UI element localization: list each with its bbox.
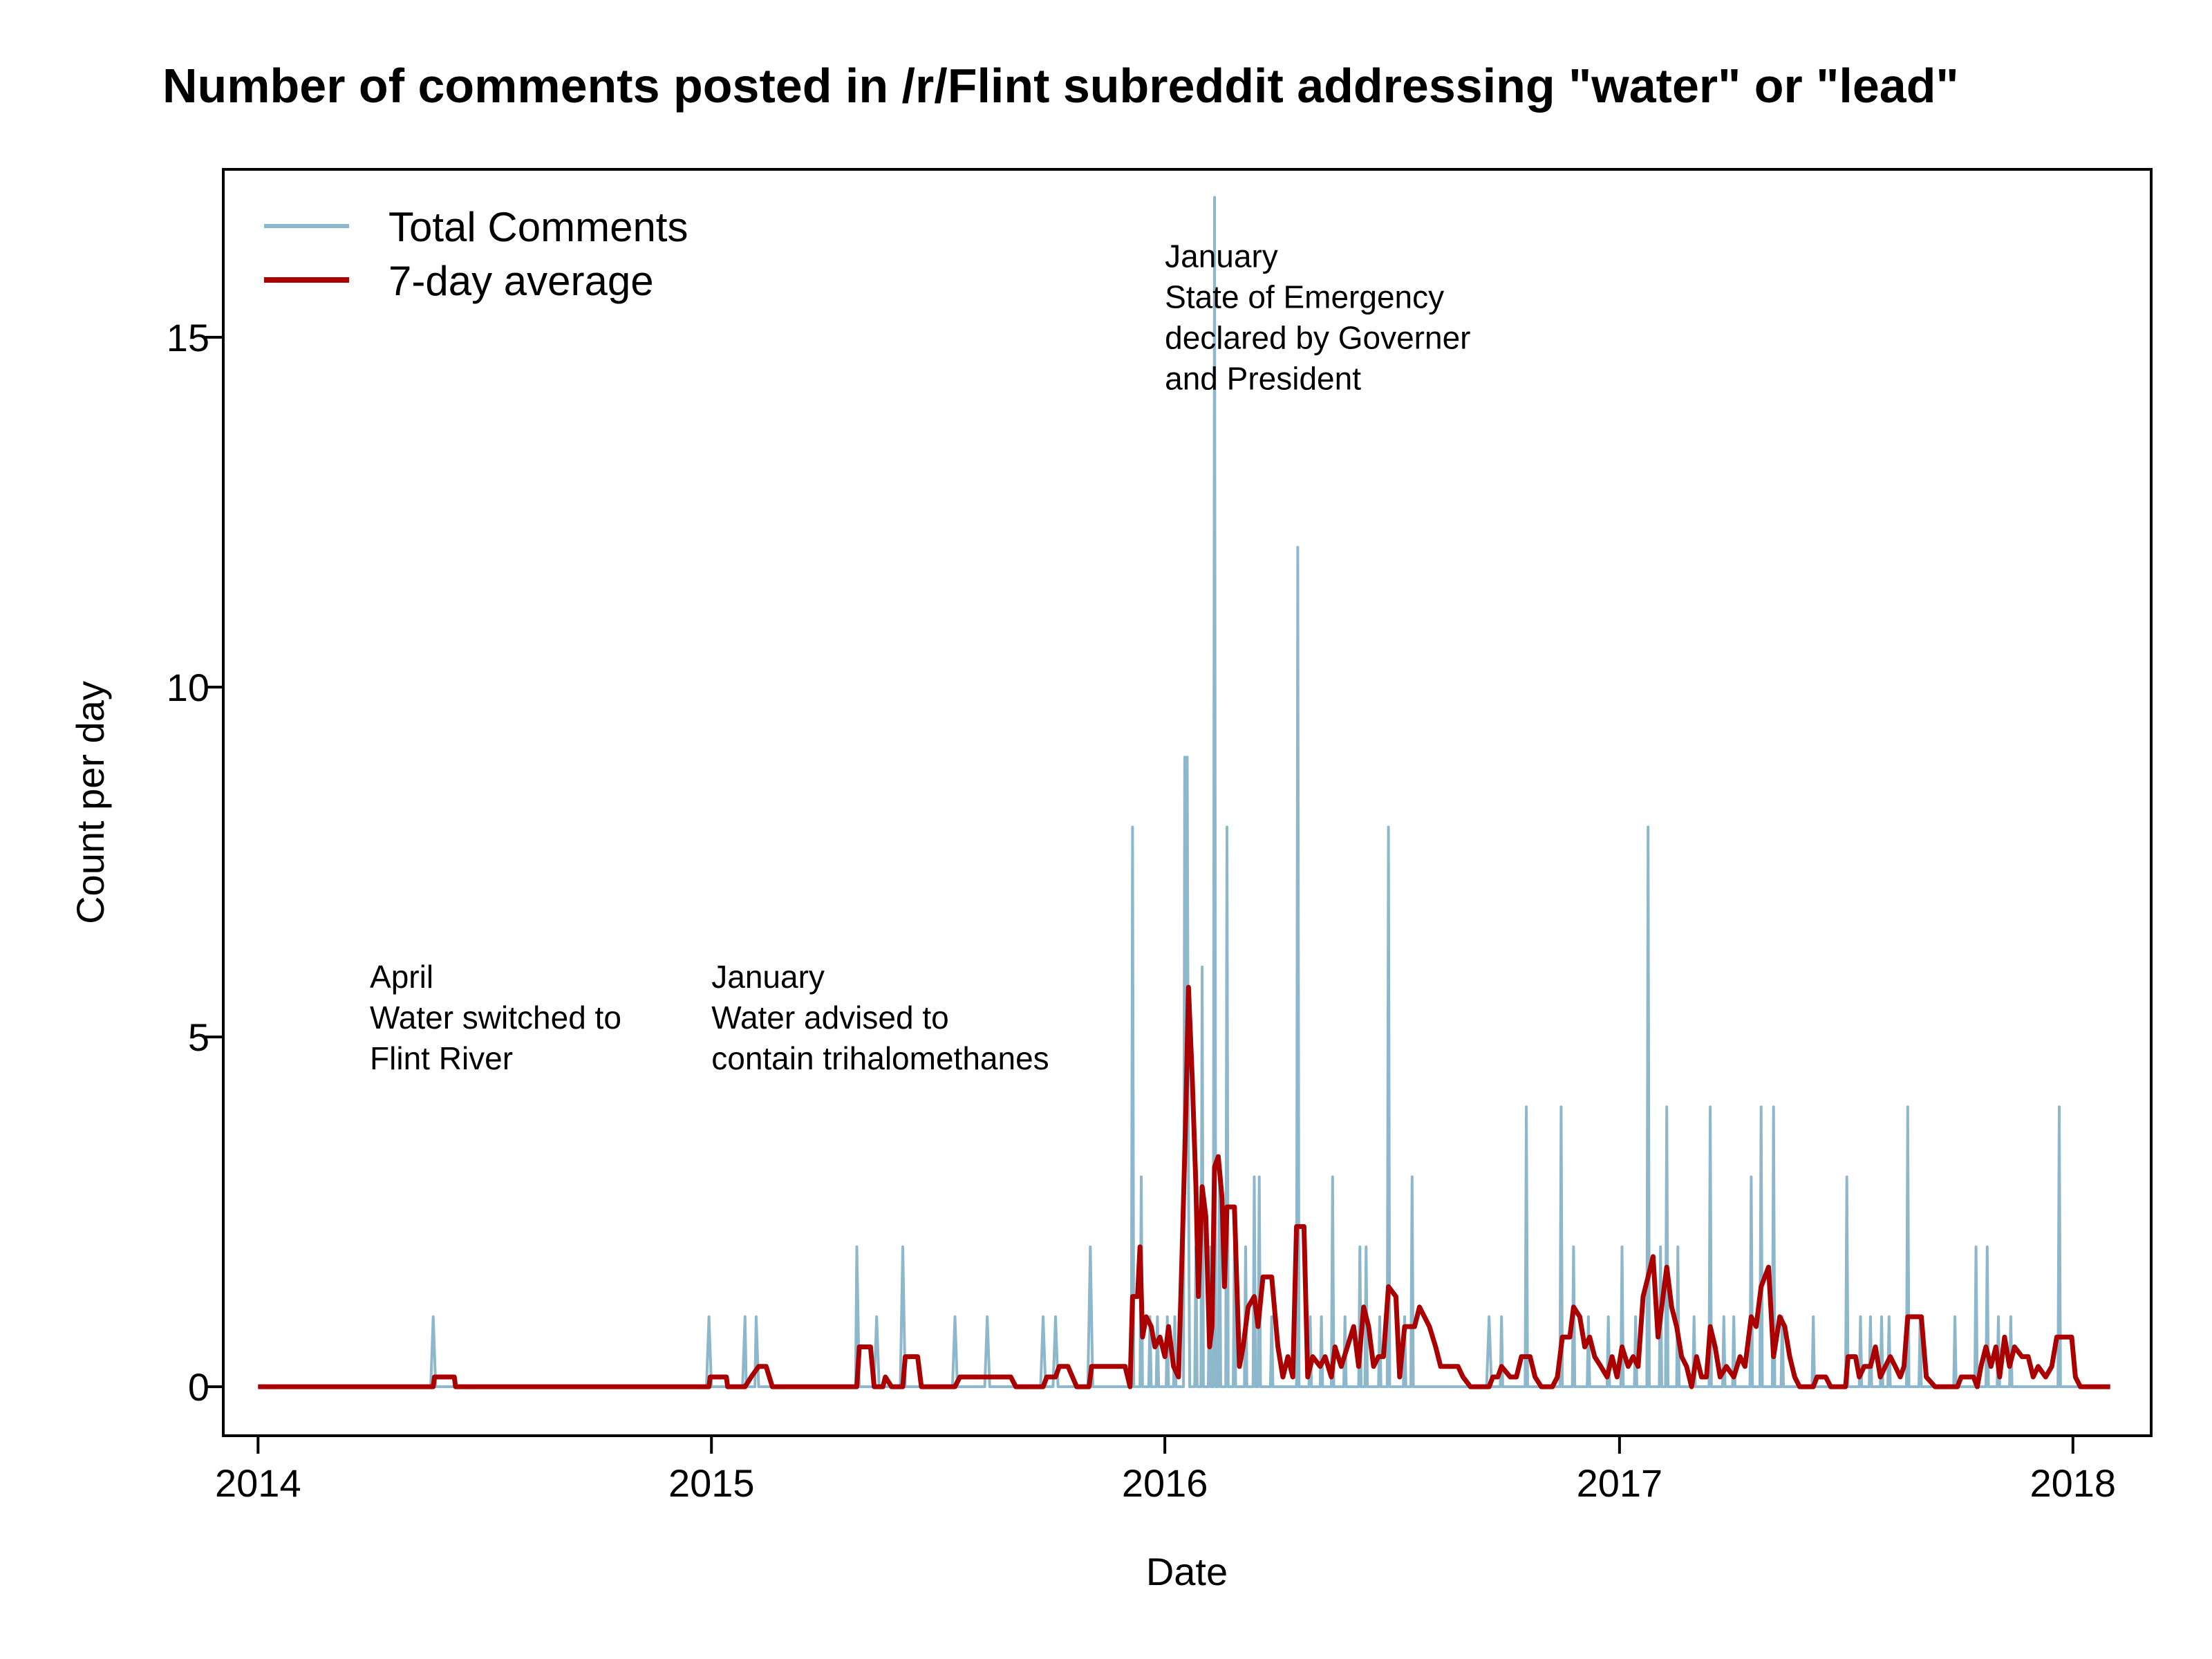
annotation-2-line-2: Water advised to	[711, 1000, 948, 1035]
legend-label-7-day-average: 7-day average	[388, 258, 654, 304]
chart-title: Number of comments posted in /r/Flint su…	[162, 59, 1959, 113]
y-tick-label-0: 0	[188, 1365, 209, 1409]
plot-frame	[222, 168, 2153, 1437]
y-axis-title: Count per day	[68, 681, 112, 924]
annotation-3-line-1: January	[1165, 238, 1278, 274]
legend: Total Comments 7-day average	[264, 204, 688, 304]
x-tick-label-2018: 2018	[2030, 1461, 2116, 1505]
x-axis-title: Date	[1146, 1550, 1228, 1593]
x-tick-label-2016: 2016	[1122, 1461, 1208, 1505]
y-tick-label-5: 5	[188, 1015, 209, 1059]
x-axis: 2014 2015 2016 2017 2018	[215, 1436, 2116, 1505]
annotation-3: January State of Emergency declared by Gov…	[1165, 238, 1470, 397]
annotation-1-line-1: April	[370, 959, 433, 995]
annotation-1-line-2: Water switched to	[370, 1000, 621, 1035]
series-line-7-day-average	[258, 984, 2110, 1389]
annotation-2: January Water advised to contain trihalome…	[711, 959, 1049, 1076]
annotation-3-line-3: declared by Governer	[1165, 320, 1470, 356]
y-axis: 0 5 10 15	[167, 316, 223, 1409]
annotations: April Water switched to Flint River January…	[370, 238, 1470, 1077]
legend-label-total-comments: Total Comments	[388, 204, 688, 250]
y-tick-label-10: 10	[167, 666, 209, 709]
annotation-2-line-3: contain trihalomethanes	[711, 1040, 1049, 1076]
annotation-3-line-4: and President	[1165, 361, 1361, 397]
x-tick-label-2015: 2015	[668, 1461, 755, 1505]
annotation-2-line-1: January	[711, 959, 825, 995]
annotation-1: April Water switched to Flint River	[370, 959, 621, 1076]
series-line-total-comments	[258, 196, 2110, 1389]
x-tick-label-2017: 2017	[1577, 1461, 1663, 1505]
y-tick-label-15: 15	[167, 316, 209, 359]
x-tick-label-2014: 2014	[215, 1461, 301, 1505]
series-layer	[258, 196, 2110, 1389]
annotation-3-line-2: State of Emergency	[1165, 279, 1444, 315]
annotation-1-line-3: Flint River	[370, 1040, 513, 1076]
